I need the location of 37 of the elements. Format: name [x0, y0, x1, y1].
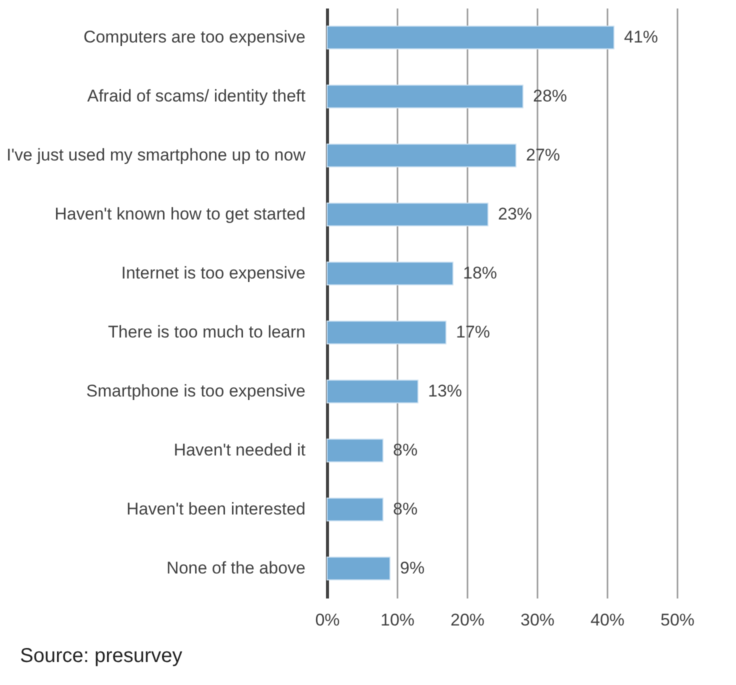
bar: [326, 144, 516, 168]
data-label: 13%: [428, 382, 462, 400]
data-label: 41%: [624, 28, 658, 46]
y-tick-label: I've just used my smartphone up to now: [6, 146, 306, 164]
bar: [326, 380, 418, 404]
data-label: 18%: [463, 264, 498, 282]
y-tick-label: There is too much to learn: [108, 322, 306, 342]
y-tick-label: Haven't needed it: [174, 440, 306, 460]
data-label: 8%: [393, 440, 418, 460]
bar: [326, 262, 454, 286]
data-label: 8%: [393, 500, 418, 518]
x-tick-label: 10%: [380, 610, 415, 630]
bar: [326, 438, 384, 462]
y-tick-label: Afraid of scams/ identity theft: [87, 86, 306, 106]
y-tick-label: Haven't been interested: [126, 500, 306, 518]
bar: [326, 202, 488, 226]
y-tick-label: Internet is too expensive: [121, 264, 306, 282]
bar: [326, 84, 524, 108]
x-tick-label: 0%: [315, 610, 340, 630]
data-label: 17%: [456, 322, 490, 342]
data-label: 23%: [498, 204, 532, 224]
bar: [326, 26, 614, 50]
y-tick-label: Haven't known how to get started: [54, 204, 306, 224]
source-note: Source: presurvey: [20, 645, 184, 668]
bar: [326, 320, 446, 344]
bar: [326, 556, 390, 580]
y-tick-label: Smartphone is too expensive: [86, 382, 306, 400]
x-tick-label: 20%: [450, 610, 485, 630]
x-tick-label: 30%: [520, 610, 555, 630]
data-label: 27%: [526, 146, 560, 164]
data-label: 9%: [400, 558, 425, 578]
y-tick-label: Computers are too expensive: [83, 28, 306, 46]
bar: [326, 498, 384, 522]
y-tick-label: None of the above: [166, 558, 306, 578]
x-tick-label: 50%: [660, 610, 695, 630]
data-label: 28%: [533, 86, 568, 106]
x-tick-label: 40%: [590, 610, 625, 630]
